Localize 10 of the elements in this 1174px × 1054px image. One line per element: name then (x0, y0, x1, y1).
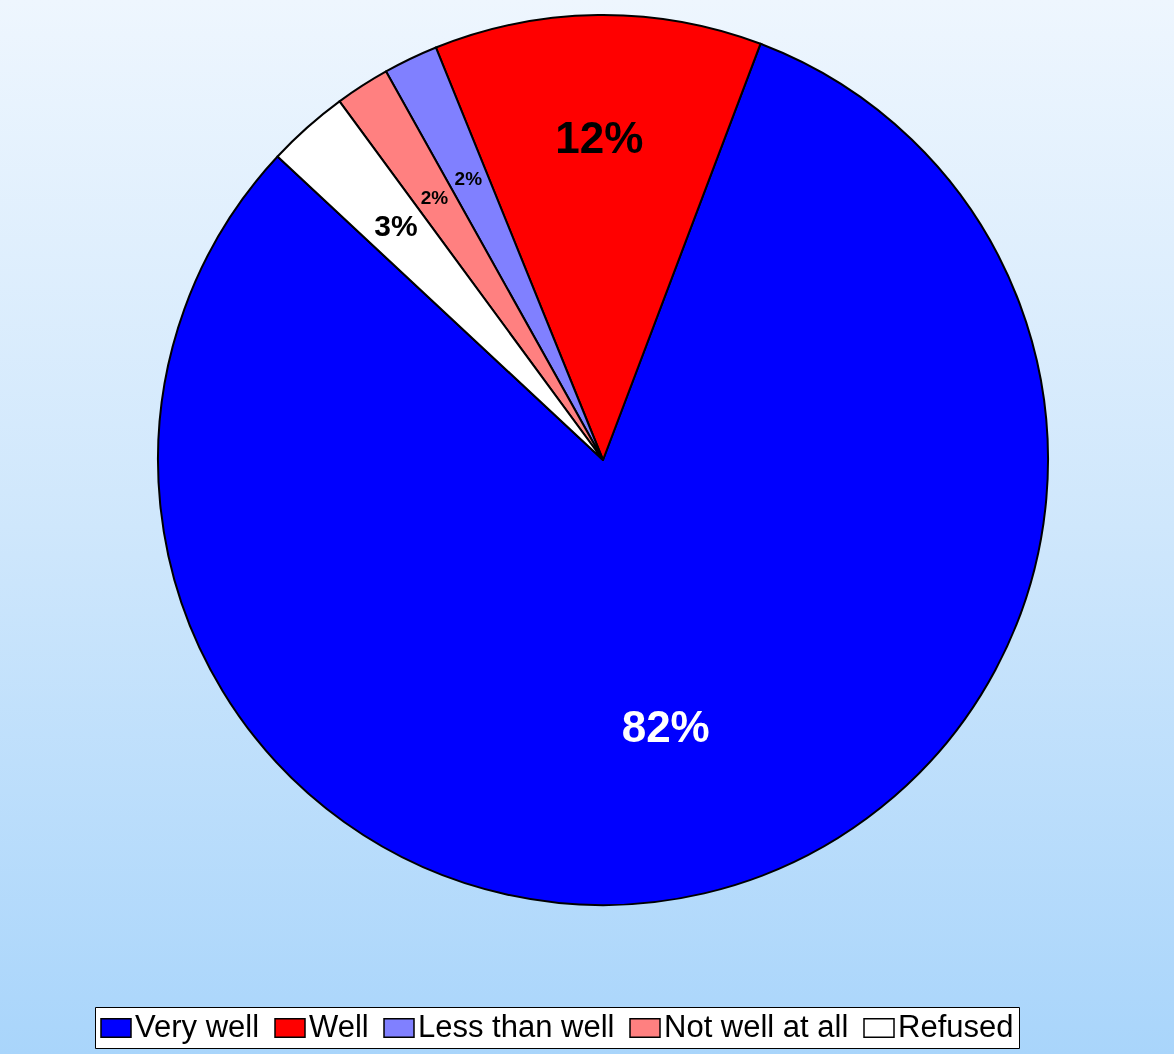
legend-label: Well (309, 1009, 369, 1044)
data-label: 82% (621, 701, 710, 751)
legend-label: Refused (898, 1009, 1014, 1044)
data-label: 2% (420, 186, 449, 208)
data-label: 2% (454, 168, 483, 190)
data-label: 12% (555, 112, 644, 162)
data-label: 3% (374, 209, 418, 243)
legend-label: Less than well (418, 1009, 615, 1044)
legend-label: Not well at all (664, 1009, 849, 1044)
legend-label: Very well (135, 1009, 260, 1044)
